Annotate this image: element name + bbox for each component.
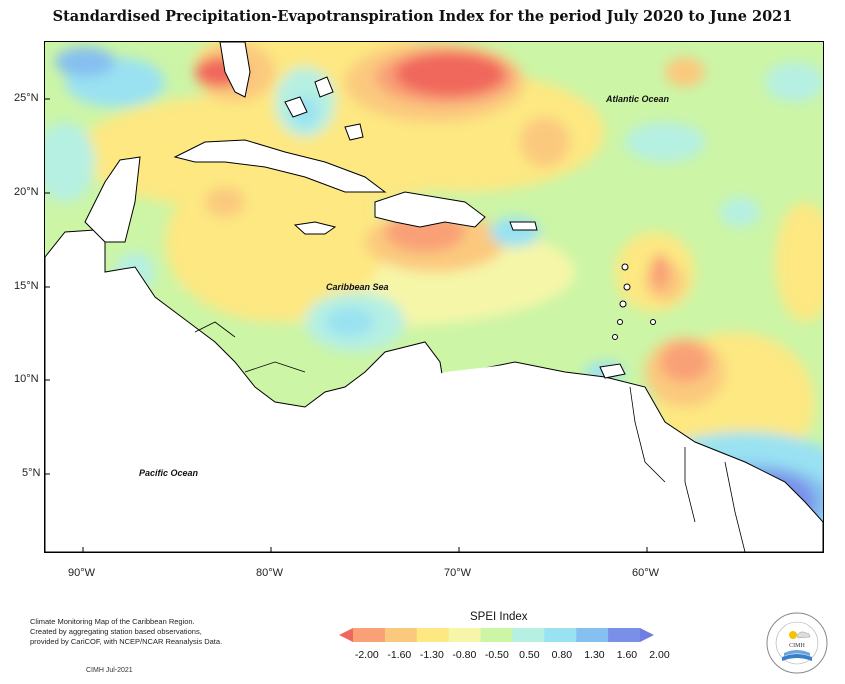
legend-swatch xyxy=(512,628,545,642)
legend-labels: -2.00 -1.60 -1.30 -0.80 -0.50 0.50 0.80 … xyxy=(352,649,674,661)
legend-swatch xyxy=(384,628,418,642)
legend-swatch xyxy=(448,628,482,642)
legend-value: 1.30 xyxy=(584,649,605,661)
footer-note: Climate Monitoring Map of the Caribbean … xyxy=(30,617,230,647)
legend-swatch xyxy=(608,628,641,642)
lat-label-20n: 20°N xyxy=(14,186,39,198)
legend-swatch xyxy=(339,628,353,642)
legend-value: 0.80 xyxy=(551,649,573,661)
legend-value: -0.80 xyxy=(452,649,477,661)
legend-value: -2.00 xyxy=(354,649,379,661)
lon-label-70w: 70°W xyxy=(444,567,472,579)
footer-note-line: Created by aggregating station based obs… xyxy=(30,627,202,636)
legend-value: 0.50 xyxy=(519,649,540,661)
legend-swatch xyxy=(480,628,513,642)
legend-value: -1.30 xyxy=(419,649,444,661)
footer-credit: CIMH Jul-2021 xyxy=(86,667,133,674)
lat-label-5n: 5°N xyxy=(22,467,41,479)
spei-field xyxy=(45,42,823,552)
footer-note-line: provided by CariCOF, with NCEP/NCAR Rean… xyxy=(30,637,223,646)
legend-value: 2.00 xyxy=(649,649,670,661)
pacific-ocean-label: Pacific Ocean xyxy=(139,468,199,478)
footer-note-line: Climate Monitoring Map of the Caribbean … xyxy=(30,617,195,626)
cimh-logo: CIMH xyxy=(766,612,828,674)
atlantic-ocean-label: Atlantic Ocean xyxy=(606,94,670,104)
legend-value: -0.50 xyxy=(484,649,509,661)
lat-label-15n: 15°N xyxy=(14,280,39,292)
legend-swatch xyxy=(640,628,654,642)
legend-swatch xyxy=(353,628,386,642)
legend-value: 1.60 xyxy=(616,649,638,661)
legend-title: SPEI Index xyxy=(470,611,528,623)
south-america-interior xyxy=(385,364,640,542)
spei-map: Atlantic Ocean Caribbean Sea Pacific Oce… xyxy=(44,41,824,553)
lon-label-90w: 90°W xyxy=(68,567,96,579)
logo-text: CIMH xyxy=(789,643,805,649)
legend-swatch xyxy=(544,628,577,642)
lat-label-25n: 25°N xyxy=(14,92,39,104)
map-title: Standardised Precipitation-Evapotranspir… xyxy=(52,8,793,25)
lon-label-80w: 80°W xyxy=(256,567,284,579)
borders xyxy=(194,321,746,552)
legend-swatch xyxy=(416,628,450,642)
legend-colorbar xyxy=(339,628,654,642)
lat-label-10n: 10°N xyxy=(14,373,39,385)
lon-label-60w: 60°W xyxy=(632,567,660,579)
legend-swatch xyxy=(576,628,609,642)
caribbean-sea-label: Caribbean Sea xyxy=(326,282,389,292)
legend-value: -1.60 xyxy=(387,649,412,661)
